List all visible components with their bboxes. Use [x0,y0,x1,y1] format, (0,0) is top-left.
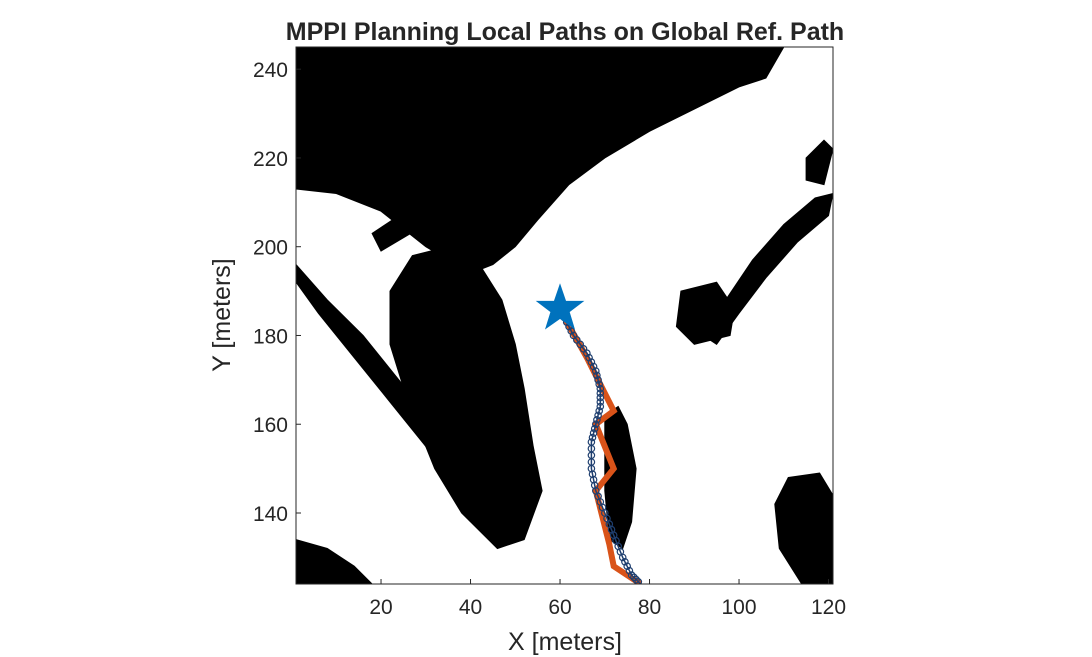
occupancy-map [296,47,833,584]
x-tick-label: 40 [459,596,482,619]
paths [560,313,643,584]
x-axis-label: X [meters] [508,628,622,656]
x-tick-label: 100 [722,596,757,619]
series-point [596,389,605,398]
x-axis: 20 40 60 80 100 120 [369,579,846,619]
y-tick-label: 220 [253,148,288,171]
series-point [583,349,591,358]
series-point [627,571,636,579]
y-tick-label: 160 [253,414,288,437]
y-tick-label: 180 [253,325,288,348]
x-tick-label: 60 [548,596,571,619]
series-point [587,464,596,473]
obstacle-long-right-strip [604,405,637,550]
start-markers [535,283,585,330]
series-line-0 [561,316,643,584]
obstacle-upper-diagonal-band [371,55,705,252]
series-point [590,424,599,433]
series-point [588,470,597,479]
series-point [591,420,600,429]
series-point [621,557,629,566]
plot-frame [295,46,834,585]
series-point [591,367,600,375]
series-point [594,376,602,384]
series-point [589,475,598,484]
series-point [589,429,598,437]
series-point [593,371,601,380]
obstacle-lower-right-clusters [774,472,833,584]
obstacle-central-peninsula [389,246,543,550]
series-point [618,553,627,562]
y-tick-label: 200 [253,237,288,260]
series-point [595,380,604,389]
series-point [623,562,632,571]
series-point [593,415,601,424]
obstacle-right-small-blob [805,139,833,186]
chart-title: MPPI Planning Local Paths on Global Ref.… [286,18,844,46]
x-tick-label: 80 [638,596,661,619]
series-point [632,575,640,584]
obstacle-lower-left-diagonal-strip [296,263,507,532]
y-axis: 140 160 180 200 220 240 [253,59,301,526]
series-point [588,433,597,442]
start-star-marker [535,283,585,330]
series-point [625,566,634,575]
series-point [585,353,593,362]
obstacle-right-mid-clutter [675,281,736,345]
series-point [630,573,638,582]
y-tick-label: 140 [253,503,288,526]
y-tick-label: 240 [253,59,288,82]
x-tick-label: 20 [369,596,392,619]
series-point [589,362,598,371]
obstacle-lower-left-corner [296,539,373,584]
series-point [634,578,643,584]
series-point [596,402,605,411]
series-point [596,398,605,406]
series-point [595,407,604,415]
series-point [596,384,605,393]
x-tick-label: 120 [811,596,846,619]
series-point [587,358,596,366]
y-axis-label: Y [meters] [208,258,236,371]
series-point [596,393,605,402]
series-point [594,411,602,420]
series-point [590,481,599,490]
series-point [567,327,576,335]
